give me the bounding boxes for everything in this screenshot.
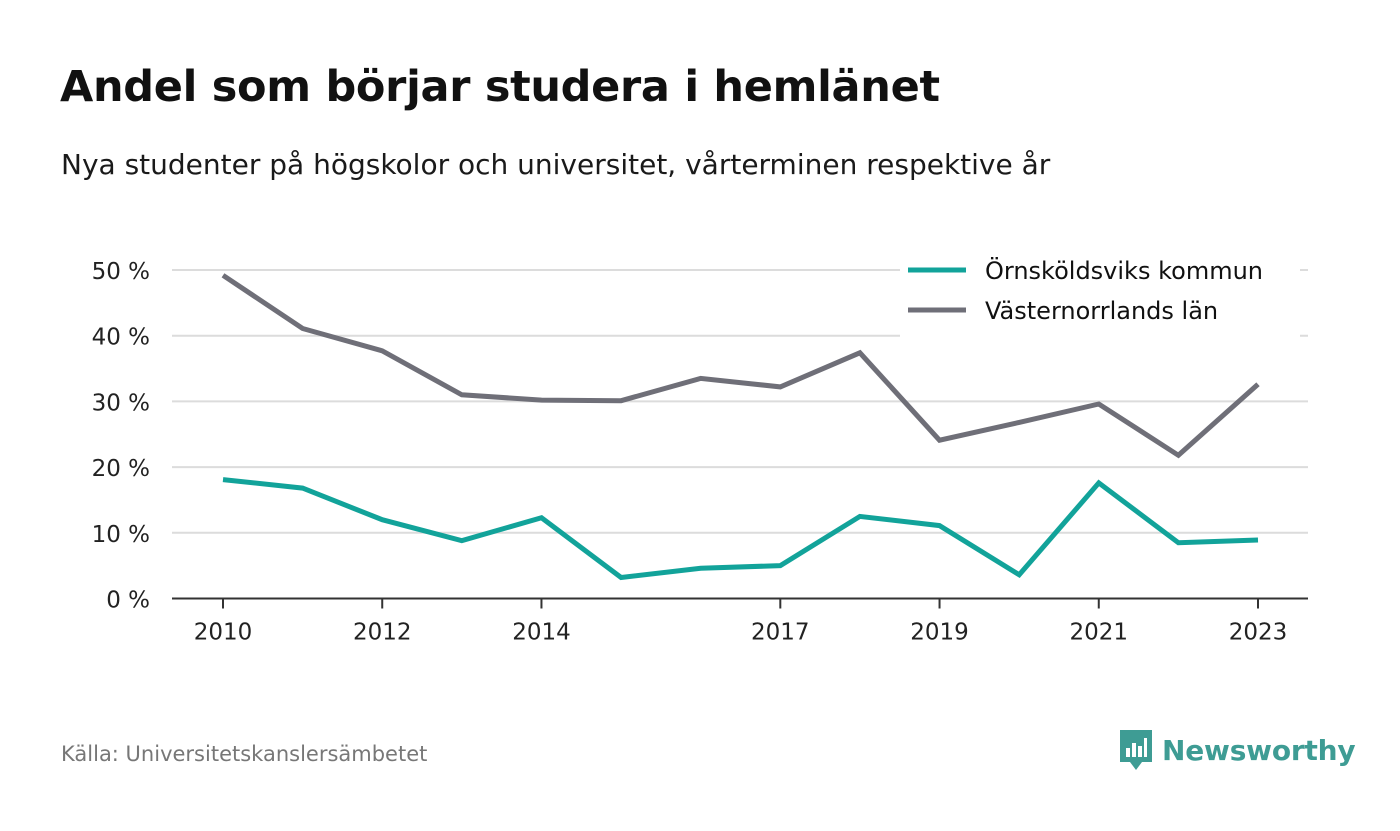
x-tick-label: 2019 <box>910 620 969 646</box>
series-line-1 <box>222 477 1259 581</box>
y-tick-label: 20 % <box>92 456 150 482</box>
x-axis-ticks: 2010 2012 2014 2017 2019 2021 2023 <box>194 598 1288 646</box>
chart-title: Andel som börjar studera i hemlänet <box>60 62 940 112</box>
legend-label: Västernorrlands län <box>985 297 1218 325</box>
legend-background <box>900 244 1300 338</box>
series-lines <box>221 273 1260 581</box>
legend: Örnsköldsviks kommun Västernorrlands län <box>900 244 1300 338</box>
y-tick-label: 30 % <box>92 390 150 416</box>
y-tick-label: 0 % <box>106 588 150 614</box>
x-tick-label: 2023 <box>1229 620 1288 646</box>
x-tick-label: 2012 <box>353 620 412 646</box>
source-note: Källa: Universitetskanslersämbetet <box>61 742 428 766</box>
x-tick-label: 2010 <box>194 620 253 646</box>
x-tick-label: 2017 <box>751 620 810 646</box>
brand-name: Newsworthy <box>1162 733 1356 767</box>
x-tick-label: 2021 <box>1069 620 1128 646</box>
series-line-2 <box>221 273 1260 459</box>
y-axis-ticks: 0 % 10 % 20 % 30 % 40 % 50 % <box>92 259 150 614</box>
legend-label: Örnsköldsviks kommun <box>985 256 1263 285</box>
y-tick-label: 40 % <box>92 325 150 351</box>
line-chart: 0 % 10 % 20 % 30 % 40 % 50 % 2010 2012 2014 2017… <box>91 244 1308 646</box>
x-tick-label: 2014 <box>512 620 571 646</box>
y-tick-label: 50 % <box>92 259 150 285</box>
chart-subtitle: Nya studenter på högskolor och universit… <box>61 148 1051 181</box>
y-tick-label: 10 % <box>92 522 150 548</box>
brand-logo: Newsworthy <box>1118 728 1356 772</box>
newsworthy-logo-icon <box>1120 730 1152 770</box>
